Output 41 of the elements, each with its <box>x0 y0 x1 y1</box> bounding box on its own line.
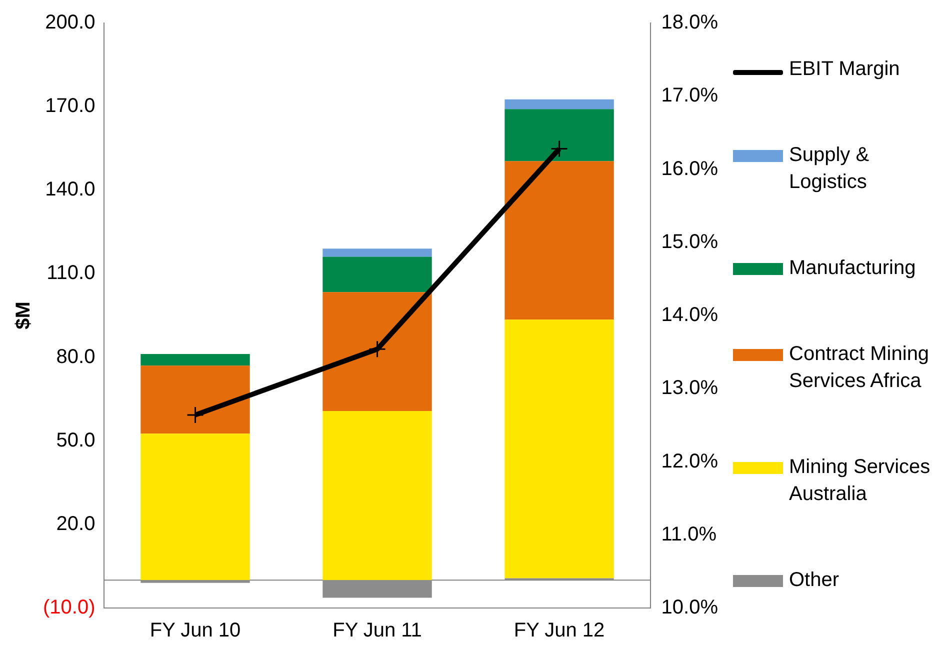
bar <box>322 256 432 292</box>
y2-tick-label: 10.0% <box>661 596 718 619</box>
x-tick-label: FY Jun 12 <box>514 620 605 642</box>
legend-label: Manufacturing <box>789 256 916 281</box>
legend-label: Contract Mining Services Africa <box>789 342 930 394</box>
bar <box>140 434 250 580</box>
point <box>186 406 204 424</box>
point <box>550 140 568 158</box>
y2-tick-label: 12.0% <box>661 450 718 472</box>
legend-label: Mining Services Australia <box>789 455 932 508</box>
y2-tick-label: 16.0% <box>661 158 718 180</box>
point <box>368 340 386 358</box>
y2-tick-label: 18.0% <box>661 12 718 34</box>
x-tick-label: FY Jun 11 <box>332 620 422 642</box>
y-tick-label: 50.0 <box>56 429 96 452</box>
y-axis-title: $M <box>12 302 35 330</box>
y2-tick-label: 11.0% <box>661 523 717 546</box>
bar <box>140 366 250 434</box>
x-tick-label: FY Jun 10 <box>150 620 241 642</box>
bar <box>504 109 614 162</box>
y-tick-label: 80.0 <box>56 346 96 368</box>
y-tick-label: 200.0 <box>45 12 96 34</box>
legend-label: Other <box>789 568 840 594</box>
bar <box>504 320 614 578</box>
y2-tick-label: 13.0% <box>661 377 718 400</box>
bar <box>322 248 432 257</box>
y2-tick-label: 17.0% <box>661 84 718 107</box>
y-tick-label: 140.0 <box>45 178 96 201</box>
y-tick-label: (10.0) <box>42 596 96 619</box>
bar <box>140 354 250 366</box>
y2-tick-label: 14.0% <box>661 304 718 326</box>
bar <box>504 99 614 110</box>
y-tick-label: 170.0 <box>45 95 96 118</box>
y-tick-label: 20.0 <box>56 512 96 535</box>
bar <box>504 161 614 320</box>
legend-label: Supply & Logistics <box>789 142 870 195</box>
bar <box>322 411 432 580</box>
y-tick-label: 110.0 <box>46 262 96 284</box>
y2-tick-label: 15.0% <box>661 230 718 253</box>
bar <box>322 292 432 412</box>
legend-label: EBIT Margin <box>789 56 900 82</box>
